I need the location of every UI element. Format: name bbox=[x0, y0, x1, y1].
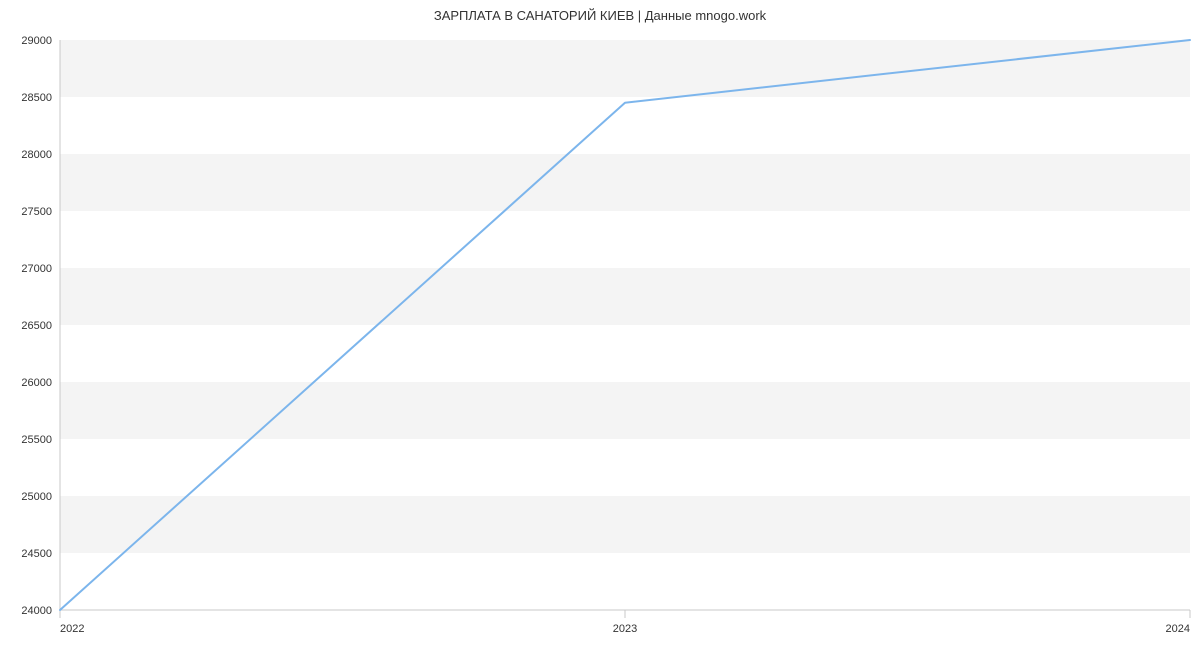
svg-text:24500: 24500 bbox=[21, 548, 52, 560]
svg-text:27500: 27500 bbox=[21, 206, 52, 218]
svg-text:24000: 24000 bbox=[21, 605, 52, 617]
chart-svg: 24000 24500 25000 25500 26000 26500 27000 27500… bbox=[0, 0, 1200, 650]
svg-text:28500: 28500 bbox=[21, 92, 52, 104]
svg-text:26500: 26500 bbox=[21, 320, 52, 332]
svg-text:2023: 2023 bbox=[613, 623, 637, 635]
svg-text:28000: 28000 bbox=[21, 149, 52, 161]
svg-text:27000: 27000 bbox=[21, 263, 52, 275]
line-chart: ЗАРПЛАТА В САНАТОРИЙ КИЕВ | Данные mnogo… bbox=[0, 0, 1200, 650]
svg-text:2022: 2022 bbox=[60, 623, 84, 635]
svg-text:26000: 26000 bbox=[21, 377, 52, 389]
svg-text:25000: 25000 bbox=[21, 491, 52, 503]
svg-text:25500: 25500 bbox=[21, 434, 52, 446]
svg-text:2024: 2024 bbox=[1166, 623, 1190, 635]
svg-text:29000: 29000 bbox=[21, 35, 52, 47]
